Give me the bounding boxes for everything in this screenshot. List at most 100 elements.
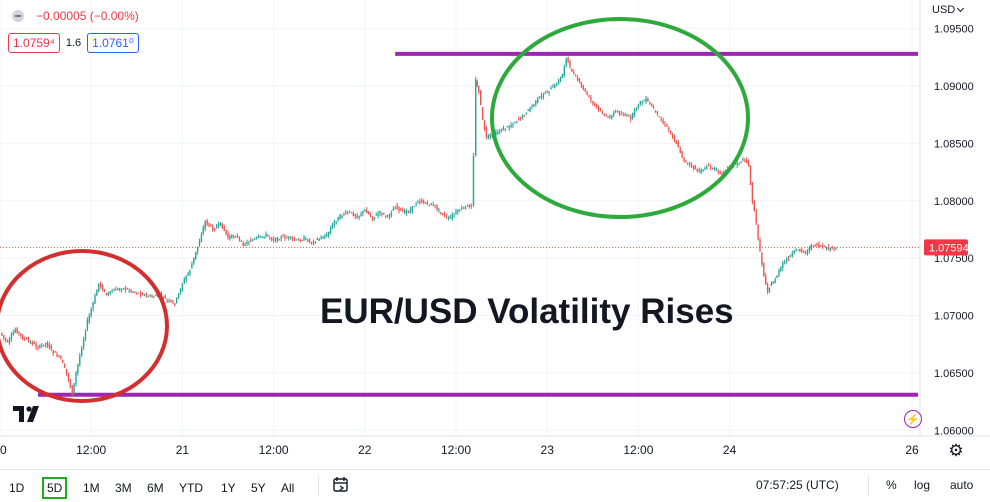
candle-body bbox=[246, 242, 248, 244]
candle-body bbox=[5, 338, 7, 341]
candle-body bbox=[740, 161, 742, 163]
bid-ask-row: 1.0759⁴ 1.6 1.0761⁰ bbox=[8, 33, 139, 53]
candle-body bbox=[603, 114, 605, 116]
percent-scale-button[interactable]: % bbox=[886, 478, 897, 492]
candle-body bbox=[537, 98, 539, 103]
candle-body bbox=[221, 223, 223, 229]
range-3m-button[interactable]: 3M bbox=[112, 477, 135, 499]
candle-body bbox=[115, 289, 117, 291]
candle-body bbox=[538, 96, 541, 99]
candle-body bbox=[35, 344, 37, 348]
candle-body bbox=[62, 359, 64, 363]
buy-price-button[interactable]: 1.0761⁰ bbox=[87, 33, 139, 53]
candle-body bbox=[485, 127, 488, 137]
candle-body bbox=[569, 61, 571, 67]
currency-label: USD bbox=[932, 4, 956, 16]
candle-body bbox=[46, 342, 49, 347]
candle-body bbox=[177, 293, 180, 298]
sell-price-button[interactable]: 1.0759⁴ bbox=[8, 33, 60, 53]
candle-body bbox=[193, 257, 195, 264]
lightning-icon[interactable]: ⚡ bbox=[904, 410, 922, 428]
candle-body bbox=[282, 236, 284, 238]
candle-body bbox=[746, 159, 748, 164]
candle-body bbox=[377, 213, 379, 216]
candle-body bbox=[660, 118, 662, 121]
candle-body bbox=[255, 237, 258, 239]
candle-body bbox=[497, 132, 499, 134]
x-tick-label: 12:00 bbox=[76, 443, 106, 457]
candle-body bbox=[362, 210, 364, 214]
range-1y-button[interactable]: 1Y bbox=[218, 477, 239, 499]
range-all-button[interactable]: All bbox=[278, 477, 297, 499]
candle-body bbox=[3, 335, 5, 338]
candle-body bbox=[677, 142, 679, 147]
candle-body bbox=[109, 291, 111, 294]
candle-body bbox=[774, 279, 776, 283]
candle-body bbox=[291, 237, 294, 239]
price-axis[interactable]: 1.09500 1.09000 1.08500 1.08000 1.07500 1.070… bbox=[934, 24, 974, 438]
range-5y-button[interactable]: 5Y bbox=[248, 477, 269, 499]
range-1d-button[interactable]: 1D bbox=[6, 477, 27, 499]
candle-body bbox=[424, 202, 427, 204]
currency-selector[interactable]: USD bbox=[932, 4, 965, 16]
candle-body bbox=[261, 236, 263, 238]
candle-body bbox=[234, 236, 237, 238]
date-range-icon[interactable] bbox=[332, 476, 350, 494]
candle-body bbox=[166, 299, 168, 301]
candle-body bbox=[20, 333, 22, 336]
candle-body bbox=[542, 95, 545, 98]
range-ytd-button[interactable]: YTD bbox=[176, 477, 206, 499]
candle-body bbox=[88, 315, 90, 322]
candle-body bbox=[721, 172, 723, 175]
candle-body bbox=[527, 109, 529, 111]
candle-body bbox=[785, 259, 788, 262]
range-5d-button[interactable]: 5D bbox=[42, 477, 68, 499]
candle-body bbox=[119, 288, 121, 290]
candle-body bbox=[502, 127, 505, 131]
candle-body bbox=[176, 297, 178, 303]
candle-body bbox=[782, 262, 784, 269]
candle-body bbox=[668, 127, 670, 130]
candle-body bbox=[25, 338, 28, 340]
candle-body bbox=[476, 81, 478, 86]
candle-body bbox=[466, 205, 469, 207]
candle-body bbox=[719, 172, 721, 174]
candle-body bbox=[272, 238, 275, 241]
candle-body bbox=[400, 208, 402, 210]
time-axis[interactable]: 20 12:00 21 12:00 22 12:00 23 12:00 24 26 bbox=[0, 443, 919, 457]
candle-body bbox=[812, 245, 814, 247]
range-6m-button[interactable]: 6M bbox=[144, 477, 167, 499]
candle-body bbox=[107, 292, 109, 295]
candle-body bbox=[652, 107, 655, 109]
current-price-label: 1.07594 bbox=[929, 242, 969, 254]
candle-body bbox=[170, 300, 172, 302]
candle-body bbox=[421, 200, 423, 203]
x-tick-label: 21 bbox=[176, 443, 190, 457]
candle-body bbox=[113, 289, 115, 292]
candle-body bbox=[396, 205, 398, 209]
gear-icon[interactable]: ⚙ bbox=[948, 441, 964, 460]
candle-body bbox=[407, 211, 410, 213]
candle-body bbox=[654, 110, 657, 112]
candle-body bbox=[168, 300, 170, 302]
candle-body bbox=[103, 290, 106, 292]
candle-body bbox=[367, 211, 370, 215]
candle-body bbox=[56, 354, 58, 357]
minus-icon bbox=[12, 10, 24, 22]
log-scale-button[interactable]: log bbox=[914, 478, 931, 492]
candle-body bbox=[533, 104, 535, 106]
price-chart[interactable]: 1.09500 1.09000 1.08500 1.08000 1.07500 1.070… bbox=[0, 0, 990, 469]
candle-body bbox=[202, 227, 204, 234]
candle-body bbox=[614, 111, 617, 113]
auto-scale-button[interactable]: auto bbox=[950, 478, 974, 492]
candle-body bbox=[639, 101, 641, 104]
toolbar-divider bbox=[318, 476, 319, 496]
candle-body bbox=[120, 289, 123, 291]
hide-series-button[interactable] bbox=[8, 8, 28, 24]
candle-body bbox=[411, 206, 413, 212]
range-1m-button[interactable]: 1M bbox=[80, 477, 103, 499]
candle-body bbox=[286, 237, 288, 239]
candle-body bbox=[288, 236, 290, 239]
clock-timezone[interactable]: 07:57:25 (UTC) bbox=[756, 478, 839, 492]
candle-body bbox=[138, 292, 140, 294]
